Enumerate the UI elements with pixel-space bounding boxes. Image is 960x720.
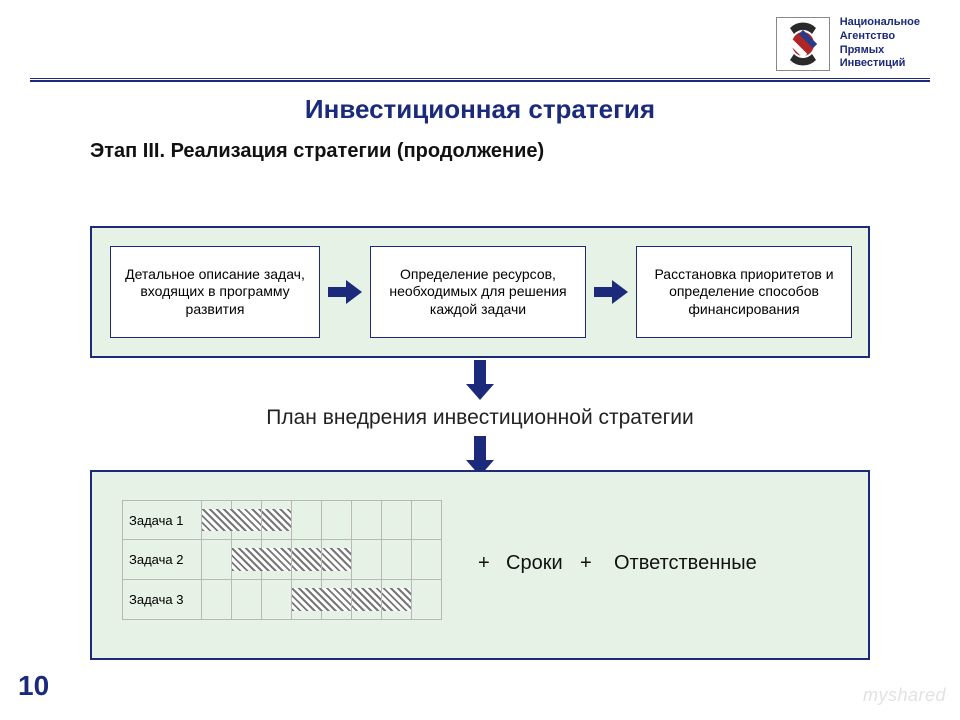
slide-number: 10	[18, 670, 49, 702]
plus-icon: +	[580, 552, 592, 575]
header: Национальное Агентство Прямых Инвестиций	[776, 16, 920, 71]
org-line: Инвестиций	[840, 57, 920, 71]
gantt-row: Задача 2	[122, 540, 442, 580]
gantt-row-label: Задача 3	[122, 580, 202, 620]
watermark: myshared	[863, 685, 946, 706]
page-title: Инвестиционная стратегия	[0, 94, 960, 125]
org-line: Прямых	[840, 44, 920, 58]
org-line: Национальное	[840, 16, 920, 30]
responsible-label: Ответственные	[614, 552, 757, 575]
gantt-row: Задача 1	[122, 500, 442, 540]
gantt-row: Задача 3	[122, 580, 442, 620]
terms-label: Сроки	[506, 552, 563, 575]
header-rule	[30, 78, 930, 82]
org-name: Национальное Агентство Прямых Инвестиций	[840, 16, 920, 71]
logo-icon	[776, 17, 830, 71]
step-box-3: Расстановка приоритетов и определение сп…	[636, 246, 852, 338]
plan-label: План внедрения инвестиционной стратегии	[0, 406, 960, 430]
gantt-chart: Задача 1 Задача 2 Задача 3	[122, 500, 442, 620]
arrow-right-icon	[594, 280, 628, 309]
arrow-down-icon	[466, 360, 494, 405]
plus-icon: +	[478, 552, 490, 575]
gantt-row-label: Задача 2	[122, 540, 202, 580]
page-subtitle: Этап III. Реализация стратегии (продолже…	[90, 140, 544, 163]
step-box-2: Определение ресурсов, необходимых для ре…	[370, 246, 586, 338]
step-box-1: Детальное описание задач, входящих в про…	[110, 246, 320, 338]
arrow-right-icon	[328, 280, 362, 309]
org-line: Агентство	[840, 30, 920, 44]
gantt-row-label: Задача 1	[122, 500, 202, 540]
